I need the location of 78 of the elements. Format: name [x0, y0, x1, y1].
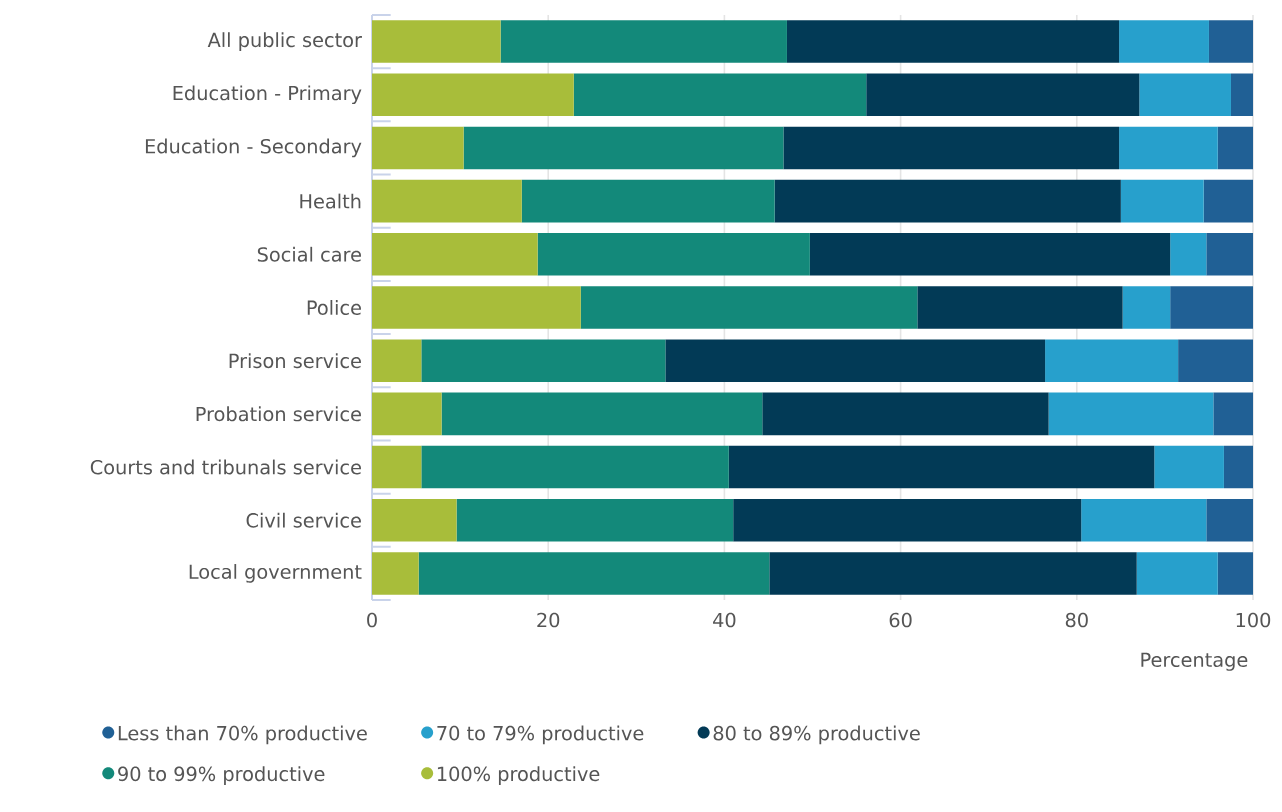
bar: [580, 286, 918, 329]
bar: [456, 498, 734, 542]
bar: [1139, 73, 1231, 117]
bar: [762, 392, 1049, 436]
bar: [372, 73, 574, 117]
bar: [1048, 392, 1214, 436]
bar: [441, 392, 763, 436]
bar: [1081, 498, 1207, 542]
bar: [783, 126, 1120, 170]
y-tick-label: Prison service: [229, 353, 361, 369]
y-tick-label: Civil service: [246, 512, 361, 528]
bar: [421, 339, 666, 382]
x-tick-label: 20: [537, 612, 560, 628]
bar: [728, 445, 1155, 489]
x-tick-label: 100: [1236, 612, 1271, 628]
y-tick-label: Health: [300, 193, 361, 209]
bar: [421, 445, 729, 489]
bar: [733, 498, 1082, 542]
bar: [372, 179, 522, 223]
bar: [917, 286, 1123, 329]
y-tick-label: Police: [307, 300, 361, 315]
bar: [372, 286, 581, 329]
bar: [372, 552, 419, 595]
bar: [372, 20, 501, 63]
bar: [1203, 179, 1254, 223]
x-tick-label: 40: [713, 612, 736, 628]
y-tick-label: Courts and tribunals service: [90, 459, 361, 475]
bar: [1208, 20, 1254, 63]
bar: [1122, 286, 1171, 329]
bar: [866, 73, 1140, 117]
bar: [1230, 73, 1254, 117]
bar: [1170, 286, 1254, 329]
bar: [372, 233, 538, 276]
bar: [769, 552, 1137, 595]
bar: [1206, 498, 1254, 542]
bar: [372, 392, 442, 436]
bar: [1119, 126, 1218, 170]
bar: [1217, 552, 1254, 595]
y-tick-label: Social care: [257, 246, 361, 262]
bar: [372, 126, 464, 170]
y-tick-label: Education - Primary: [173, 85, 362, 105]
bar: [372, 339, 422, 382]
bar: [1217, 126, 1254, 170]
legend-label: 80 to 89% productive: [713, 725, 920, 745]
y-tick-label: All public sector: [207, 32, 362, 51]
legend-label: 90 to 99% productive: [118, 766, 325, 785]
bar: [1119, 20, 1209, 63]
legend-label: 100% productive: [437, 766, 600, 785]
y-tick-label: Probation service: [196, 406, 361, 422]
bar: [1178, 339, 1254, 382]
bar: [573, 73, 867, 117]
bar: [1154, 445, 1224, 489]
x-tick-label: 60: [889, 612, 912, 628]
bar: [372, 498, 457, 542]
bar: [1136, 552, 1218, 595]
bar: [1213, 392, 1254, 436]
y-tick-label: Education - Secondary: [145, 138, 362, 158]
x-tick-label: 0: [367, 612, 377, 628]
y-tick-label: Local government: [189, 564, 362, 583]
bar: [1223, 445, 1254, 489]
bar: [774, 179, 1121, 223]
bar: [786, 20, 1120, 63]
legend-label: 70 to 79% productive: [437, 725, 644, 745]
bar: [372, 445, 422, 489]
x-axis-title: Percentage: [1141, 652, 1248, 671]
bar: [537, 233, 810, 276]
bar: [1170, 233, 1207, 276]
bar: [1045, 339, 1179, 382]
bar: [418, 552, 770, 595]
bar: [463, 126, 784, 170]
bar: [500, 20, 787, 63]
legend-label: Less than 70% productive: [118, 725, 367, 745]
bar: [809, 233, 1171, 276]
bar: [1206, 233, 1254, 276]
bar: [1120, 179, 1204, 223]
x-tick-label: 80: [1065, 612, 1088, 628]
bar: [521, 179, 775, 223]
bar: [665, 339, 1046, 382]
